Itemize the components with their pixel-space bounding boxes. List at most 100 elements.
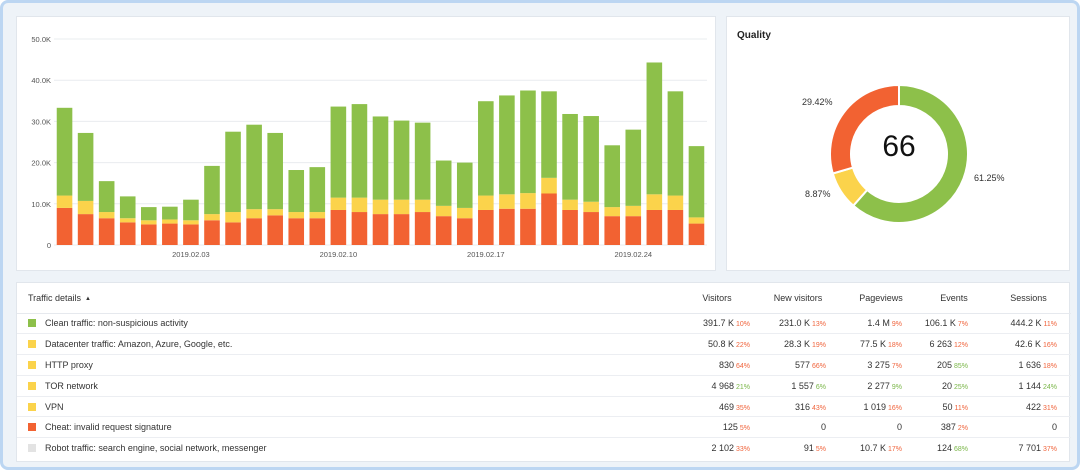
bar-segment-clean[interactable] [393,120,410,200]
bar-segment-clean[interactable] [77,132,94,201]
bar-segment-clean[interactable] [478,101,494,196]
bar-segment-suspicious[interactable] [435,205,452,217]
bar-segment-cheat[interactable] [77,214,94,245]
bar-segment-clean[interactable] [604,145,621,208]
bar-segment-clean[interactable] [183,199,199,221]
table-row[interactable]: Robot traffic: search engine, social net… [17,438,1071,459]
bar-segment-suspicious[interactable] [372,199,389,215]
bar-segment-clean[interactable] [499,95,515,195]
bar-segment-cheat[interactable] [562,209,578,245]
bar-segment-cheat[interactable] [351,212,368,245]
bar-segment-clean[interactable] [56,107,73,196]
bar-segment-clean[interactable] [225,131,241,213]
bar-segment-clean[interactable] [646,62,663,195]
bar-segment-cheat[interactable] [583,212,599,245]
bar-segment-cheat[interactable] [204,220,220,245]
bar-segment-suspicious[interactable] [456,207,473,219]
bar-segment-cheat[interactable] [162,223,178,245]
bar-segment-cheat[interactable] [98,218,115,245]
bar-segment-suspicious[interactable] [393,199,410,215]
bar-segment-clean[interactable] [435,160,452,206]
bar-segment-cheat[interactable] [246,218,262,245]
bar-segment-suspicious[interactable] [625,205,642,217]
bar-segment-clean[interactable] [414,122,431,200]
bar-segment-suspicious[interactable] [140,220,157,225]
bar-segment-suspicious[interactable] [330,197,347,210]
bar-segment-cheat[interactable] [330,209,347,245]
bar-segment-suspicious[interactable] [183,220,199,225]
bar-segment-suspicious[interactable] [77,200,94,215]
bar-segment-clean[interactable] [288,170,305,213]
bar-segment-cheat[interactable] [688,223,705,245]
table-row[interactable]: HTTP proxy 830 64% 577 66% 3 275 7% 205 85% 1 636… [17,354,1071,376]
bar-segment-clean[interactable] [267,132,283,210]
bar-segment-clean[interactable] [520,90,536,194]
table-row[interactable]: Clean traffic: non-suspicious activity 39… [17,313,1071,335]
bar-segment-cheat[interactable] [225,222,241,245]
bar-segment-cheat[interactable] [56,207,73,245]
header-new-visitors[interactable]: New visitors [756,283,840,314]
bar-segment-cheat[interactable] [309,218,326,245]
bar-segment-clean[interactable] [330,106,347,198]
bar-segment-suspicious[interactable] [688,217,705,224]
bar-segment-suspicious[interactable] [56,195,73,208]
bar-segment-cheat[interactable] [435,216,452,245]
bar-segment-clean[interactable] [372,116,389,200]
bar-segment-suspicious[interactable] [204,214,220,221]
bar-segment-clean[interactable] [351,104,368,198]
bar-segment-clean[interactable] [688,146,705,218]
bar-segment-cheat[interactable] [414,212,431,245]
bar-segment-cheat[interactable] [541,193,557,246]
bar-segment-suspicious[interactable] [499,194,515,209]
bar-segment-clean[interactable] [204,165,220,215]
bar-segment-suspicious[interactable] [162,219,178,224]
table-row[interactable]: TOR network 4 968 21% 1 557 6% 2 277 9% 20 25% 1 … [17,375,1071,397]
table-row[interactable]: Datacenter traffic: Amazon, Azure, Googl… [17,333,1071,356]
bar-segment-clean[interactable] [140,207,157,221]
bar-segment-suspicious[interactable] [520,193,536,209]
bar-segment-suspicious[interactable] [119,218,136,223]
bar-segment-cheat[interactable] [267,215,283,245]
header-events[interactable]: Events [922,283,986,314]
bar-segment-suspicious[interactable] [646,194,663,210]
bar-segment-suspicious[interactable] [267,209,283,216]
bar-segment-suspicious[interactable] [225,212,241,223]
bar-segment-suspicious[interactable] [351,197,368,213]
bar-segment-clean[interactable] [667,91,684,196]
bar-segment-suspicious[interactable] [98,212,115,219]
bar-segment-suspicious[interactable] [583,201,599,213]
table-row[interactable]: VPN 469 35% 316 43% 1 019 16% 50 11% 422 31% [17,396,1071,418]
bar-segment-cheat[interactable] [393,214,410,245]
bar-segment-suspicious[interactable] [562,199,578,210]
bar-segment-cheat[interactable] [119,222,136,245]
bar-segment-suspicious[interactable] [478,195,494,210]
bar-segment-clean[interactable] [541,91,557,178]
bar-segment-clean[interactable] [246,124,262,210]
bar-segment-clean[interactable] [562,113,578,200]
bar-segment-cheat[interactable] [372,214,389,245]
donut-slice-cheat[interactable] [829,83,900,175]
header-pageviews[interactable]: Pageviews [840,283,922,314]
bar-segment-suspicious[interactable] [309,212,326,219]
header-sessions[interactable]: Sessions [986,283,1071,314]
bar-segment-cheat[interactable] [520,208,536,245]
table-row[interactable]: Cheat: invalid request signature 125 5% 0 0 3… [17,416,1071,439]
bar-segment-cheat[interactable] [456,218,473,245]
bar-segment-suspicious[interactable] [541,177,557,194]
bar-segment-cheat[interactable] [478,209,494,245]
bar-segment-suspicious[interactable] [667,195,684,210]
bar-segment-suspicious[interactable] [604,207,621,217]
bar-segment-suspicious[interactable] [246,209,262,219]
bar-segment-cheat[interactable] [288,218,305,245]
bar-segment-cheat[interactable] [140,224,157,245]
bar-segment-cheat[interactable] [625,216,642,245]
bar-segment-clean[interactable] [625,129,642,206]
header-visitors[interactable]: Visitors [678,283,756,314]
bar-segment-cheat[interactable] [499,208,515,245]
bar-segment-suspicious[interactable] [288,212,305,219]
bar-segment-clean[interactable] [119,196,136,219]
header-traffic-details[interactable]: Traffic details ▲ [17,283,678,314]
donut-slice-clean[interactable] [851,83,969,224]
bar-segment-clean[interactable] [309,167,326,213]
bar-segment-cheat[interactable] [646,209,663,245]
